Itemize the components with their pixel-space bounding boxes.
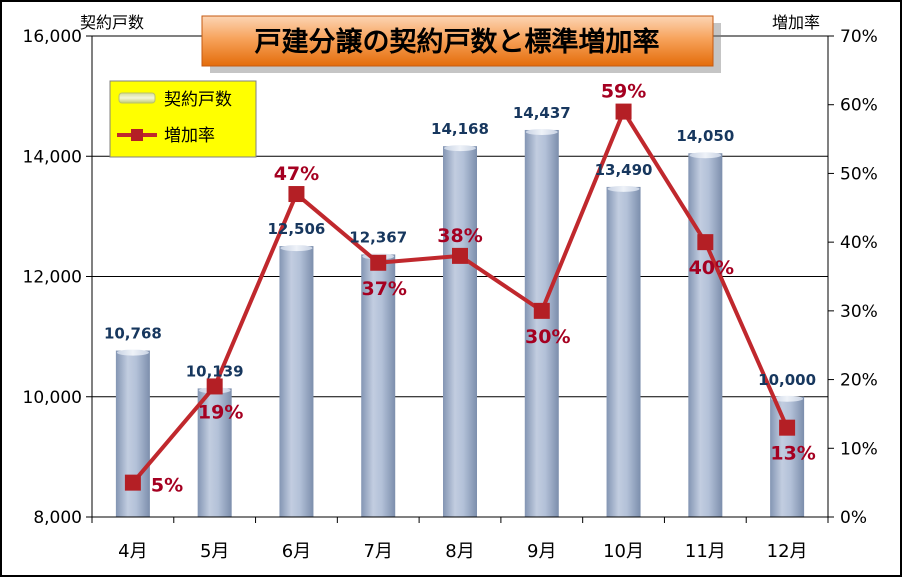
bar	[770, 395, 805, 517]
bar	[197, 387, 232, 517]
right-tick-label: 10%	[840, 439, 878, 459]
right-tick-label: 50%	[840, 164, 878, 184]
bar-value-label: 10,768	[104, 325, 162, 343]
bar-cap	[689, 152, 722, 159]
bar-body	[688, 153, 723, 517]
rate-marker	[124, 474, 141, 491]
line-series	[124, 103, 796, 491]
x-tick-label: 8月	[445, 541, 474, 562]
x-tick-label: 7月	[363, 541, 392, 562]
bar-cap	[444, 145, 476, 152]
rate-value-label: 5%	[151, 475, 183, 497]
bar-cap	[116, 349, 149, 356]
left-tick-label: 16,000	[23, 27, 82, 47]
bar-body	[443, 146, 477, 518]
right-axis-unit: 増加率	[772, 13, 820, 32]
rate-value-label: 47%	[274, 163, 319, 185]
bar-cap	[280, 245, 313, 252]
legend: 契約戸数 増加率	[109, 80, 257, 158]
left-tick-label: 14,000	[23, 147, 82, 167]
rate-value-label: 19%	[198, 401, 243, 423]
bar-cap	[525, 128, 558, 135]
bar-value-label: 10,139	[186, 362, 244, 380]
legend-label-bars: 契約戸数	[164, 90, 232, 110]
legend-label-line: 増加率	[164, 126, 215, 146]
legend-line-swatch	[117, 129, 157, 141]
rate-marker	[370, 254, 387, 271]
bar-body	[524, 129, 559, 517]
rate-value-label: 40%	[689, 257, 734, 279]
right-tick-label: 40%	[840, 233, 878, 253]
chart-title: 戸建分譲の契約戸数と標準増加率	[255, 26, 660, 58]
bar-body	[770, 396, 805, 517]
legend-bar-swatch	[118, 92, 156, 104]
left-tick-label: 10,000	[23, 388, 82, 408]
right-tick-label: 30%	[840, 302, 878, 322]
bar-value-label: 12,367	[349, 228, 407, 246]
bar-value-label: 14,437	[513, 104, 571, 122]
chart-title-box: 戸建分譲の契約戸数と標準増加率	[201, 15, 721, 73]
bar-value-label: 10,000	[758, 371, 816, 389]
x-tick-label: 10月	[603, 541, 644, 562]
right-tick-label: 70%	[840, 27, 878, 47]
rate-marker	[533, 302, 550, 319]
x-tick-label: 4月	[118, 541, 147, 562]
bar-value-label: 12,506	[267, 220, 325, 238]
x-tick-label: 12月	[767, 541, 808, 562]
x-tick-label: 6月	[282, 541, 311, 562]
bar	[606, 185, 641, 517]
bar	[688, 152, 723, 517]
rate-value-label: 59%	[601, 81, 646, 103]
bar-value-label: 14,050	[676, 127, 734, 145]
right-tick-label: 60%	[840, 96, 878, 116]
rate-value-label: 13%	[770, 443, 815, 465]
right-tick-label: 0%	[840, 508, 867, 528]
bar-series	[115, 128, 805, 518]
bar	[115, 349, 150, 517]
bar	[524, 128, 559, 517]
rate-marker	[697, 234, 714, 251]
rate-marker	[206, 378, 223, 395]
rate-value-label: 30%	[525, 326, 570, 348]
bar-value-label: 14,168	[431, 120, 489, 138]
x-tick-label: 9月	[527, 541, 556, 562]
bar-body	[115, 350, 150, 517]
bar-body	[361, 254, 396, 517]
x-tick-label: 11月	[685, 541, 726, 562]
bar-cap	[607, 185, 640, 192]
rate-marker	[615, 103, 632, 120]
rate-value-label: 37%	[361, 278, 406, 300]
data-labels: 10,768 10,139 12,506 12,367 14,168 14,437 13,4…	[104, 81, 816, 497]
bar-body	[197, 388, 232, 517]
rate-marker	[452, 247, 468, 264]
bar-value-label: 13,490	[595, 161, 653, 179]
left-axis-unit: 契約戸数	[80, 13, 144, 32]
bar	[443, 145, 477, 518]
left-tick-label: 12,000	[23, 268, 82, 288]
bar-body	[606, 186, 641, 517]
left-tick-label: 8,000	[33, 508, 82, 528]
rate-value-label: 38%	[437, 225, 482, 247]
bar-cap	[771, 395, 804, 402]
right-tick-label: 20%	[840, 371, 878, 391]
bar-body	[279, 246, 314, 517]
rate-marker	[288, 186, 305, 203]
axes: 8,000 10,000 12,000 14,000 16,000 0% 10% 20% 30%…	[23, 27, 878, 562]
bar	[279, 245, 314, 517]
rate-marker	[779, 419, 796, 436]
x-tick-label: 5月	[200, 541, 229, 562]
